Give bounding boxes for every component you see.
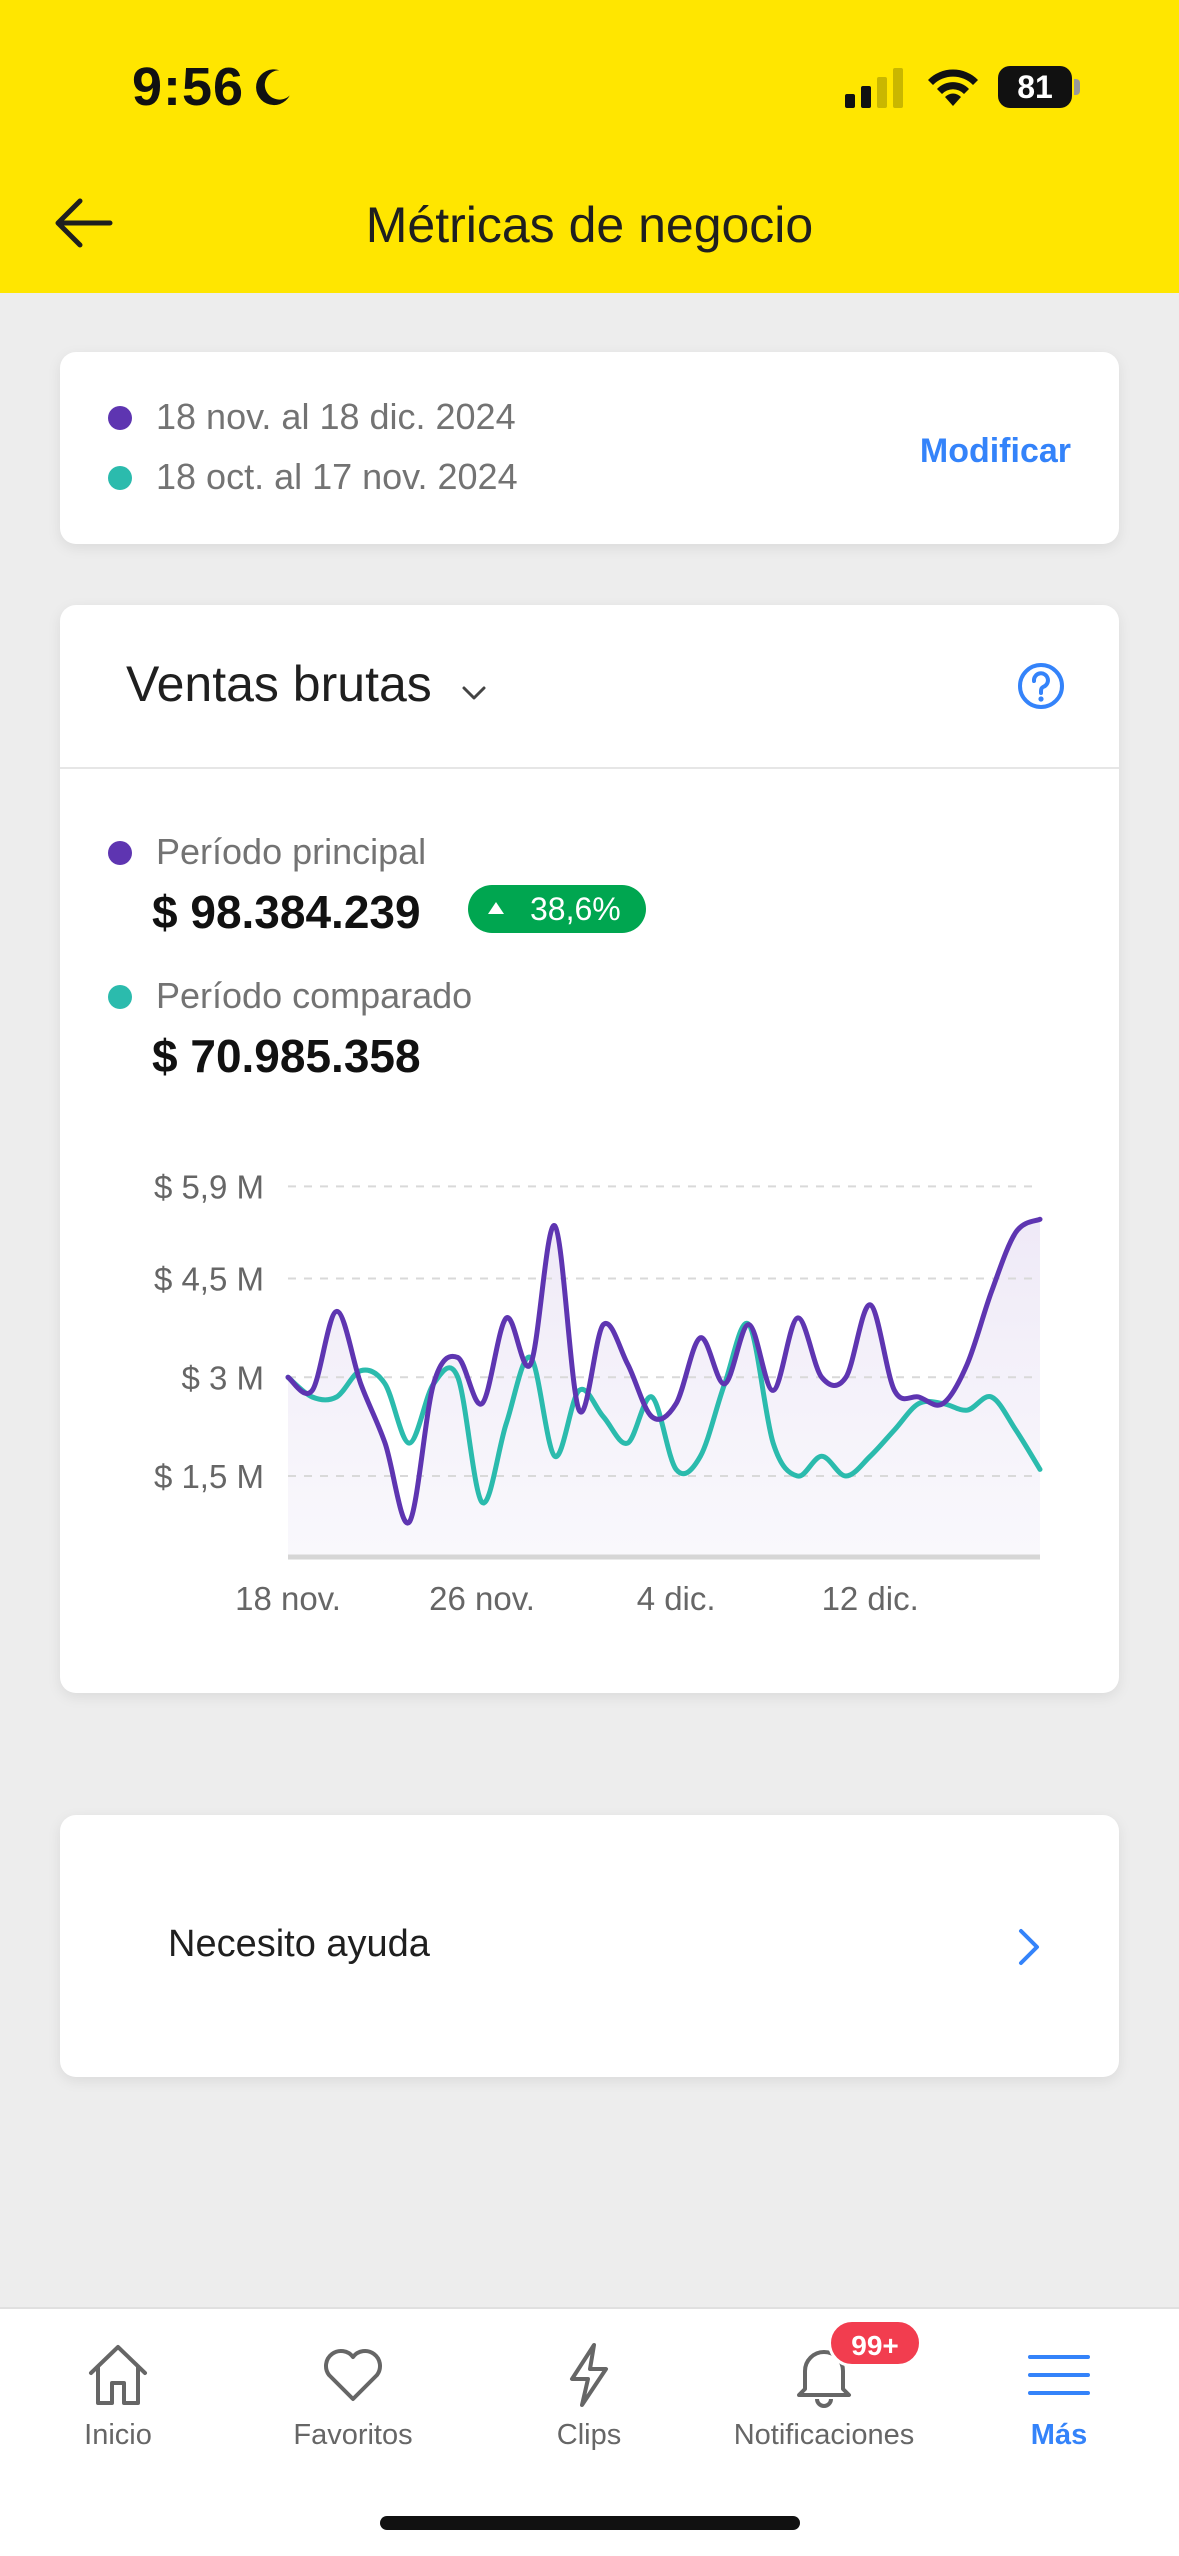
battery-icon: 81 [998,66,1080,108]
tab-label: Favoritos [293,2419,413,2451]
tab-label: Clips [556,2419,622,2451]
heart-icon [324,2349,382,2401]
tab-mas[interactable]: Más [941,2339,1177,2479]
sales-line-chart: $ 5,9 M $ 4,5 M $ 3 M $ 1,5 M 18 nov. 26 nov.… [154,1168,1043,1617]
compared-period-label: 18 oct. al 17 nov. 2024 [156,456,518,497]
main-period-label: 18 nov. al 18 dic. 2024 [156,396,516,437]
home-indicator [380,2516,800,2530]
back-arrow-icon[interactable] [52,196,114,250]
moon-icon [256,69,290,106]
compared-period-title: Período comparado [156,975,473,1016]
tab-notificaciones[interactable]: Notificaciones [706,2339,942,2479]
x-tick-label: 12 dic. [822,1580,919,1617]
main-period-title: Período principal [156,831,427,872]
metric-selector[interactable]: Ventas brutas [126,656,432,712]
period-card: 18 nov. al 18 dic. 2024 18 oct. al 17 no… [60,352,1119,544]
tab-bar: Inicio Favoritos Clips Notificaciones Má… [0,2307,1179,2556]
menu-icon [1028,2355,1090,2395]
tab-clips[interactable]: Clips [471,2339,707,2479]
card-divider [60,767,1119,769]
growth-value: 38,6% [530,891,621,927]
help-label: Necesito ayuda [168,1923,430,1965]
compared-period-dot [108,466,132,490]
cellular-signal-icon [845,68,903,108]
lightning-icon [570,2343,608,2407]
tab-label: Notificaciones [733,2419,915,2451]
help-icon[interactable] [1016,661,1066,711]
main-period-amount: $ 98.384.239 [152,886,421,938]
x-tick-label: 18 nov. [235,1580,341,1617]
y-tick-label: $ 5,9 M [154,1168,264,1205]
tab-favoritos[interactable]: Favoritos [235,2339,471,2479]
chevron-right-icon [1019,1929,1039,1965]
page-title: Métricas de negocio [365,197,814,253]
home-icon [89,2345,147,2405]
compared-period-dot [108,985,132,1009]
status-time: 9:56 [132,57,245,117]
help-card[interactable]: Necesito ayuda [60,1815,1119,2077]
main-period-dot [108,841,132,865]
arrow-up-icon [488,902,504,914]
main-series-line [285,1216,1043,1526]
tab-label: Más [1030,2419,1088,2451]
battery-level: 81 [1017,69,1053,105]
x-tick-label: 4 dic. [637,1580,716,1617]
tab-label: Inicio [84,2419,152,2451]
y-tick-label: $ 4,5 M [154,1261,264,1298]
compared-series-line [285,1320,1043,1506]
app-header: 9:56 81 Métricas de negocio [0,0,1179,293]
x-tick-label: 26 nov. [429,1580,535,1617]
main-period-dot [108,406,132,430]
growth-badge: 38,6% [468,885,646,933]
tab-inicio[interactable]: Inicio [0,2339,236,2479]
compared-period-amount: $ 70.985.358 [152,1030,421,1082]
y-tick-label: $ 1,5 M [154,1458,264,1495]
modify-link[interactable]: Modificar [919,432,1071,470]
y-tick-label: $ 3 M [181,1359,264,1396]
notification-badge: 99+ [828,2319,922,2367]
chevron-down-icon[interactable] [460,683,488,703]
wifi-icon [928,69,978,106]
